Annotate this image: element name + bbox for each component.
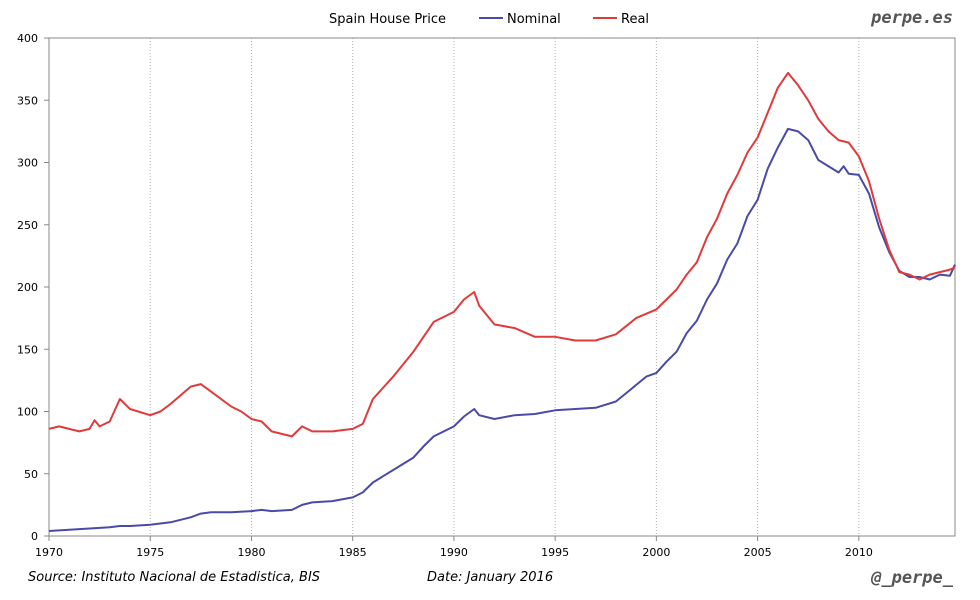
x-tick-label: 1970 xyxy=(35,546,63,559)
y-tick-label: 200 xyxy=(17,281,38,294)
series-line-nominal xyxy=(48,127,956,532)
y-tick-label: 350 xyxy=(17,94,38,107)
y-tick-label: 300 xyxy=(17,157,38,170)
x-tick-label: 1995 xyxy=(541,546,569,559)
legend-label-real: Real xyxy=(621,12,649,27)
x-axis: 1970 1975 1980 1985 1990 1995 2000 2005 2010 xyxy=(35,536,873,559)
y-tick-label: 400 xyxy=(17,32,38,45)
brand-watermark: perpe.es xyxy=(870,8,953,28)
x-tick-label: 1980 xyxy=(237,546,265,559)
y-axis: 0 50 100 150 200 250 300 350 400 xyxy=(17,32,49,543)
y-tick-label: 0 xyxy=(31,530,38,543)
y-tick-label: 50 xyxy=(24,468,38,481)
x-tick-label: 2005 xyxy=(744,546,772,559)
source-text: Source: Instituto Nacional de Estadistic… xyxy=(28,570,320,585)
series-line-real xyxy=(48,71,956,438)
date-text: Date: January 2016 xyxy=(427,570,553,585)
x-tick-label: 1975 xyxy=(136,546,164,559)
chart-title: Spain House Price xyxy=(329,12,446,27)
x-tick-label: 1985 xyxy=(339,546,367,559)
x-tick-label: 2000 xyxy=(642,546,670,559)
legend: Spain House Price Nominal Real xyxy=(329,12,649,27)
y-tick-label: 150 xyxy=(17,343,38,356)
legend-label-nominal: Nominal xyxy=(507,12,561,27)
grid xyxy=(149,38,860,536)
y-tick-label: 100 xyxy=(17,406,38,419)
series-layer xyxy=(48,71,956,532)
x-tick-label: 2010 xyxy=(845,546,873,559)
twitter-handle: @_perpe_ xyxy=(870,568,954,588)
x-tick-label: 1990 xyxy=(440,546,468,559)
y-tick-label: 250 xyxy=(17,219,38,232)
plot-frame xyxy=(48,37,956,537)
